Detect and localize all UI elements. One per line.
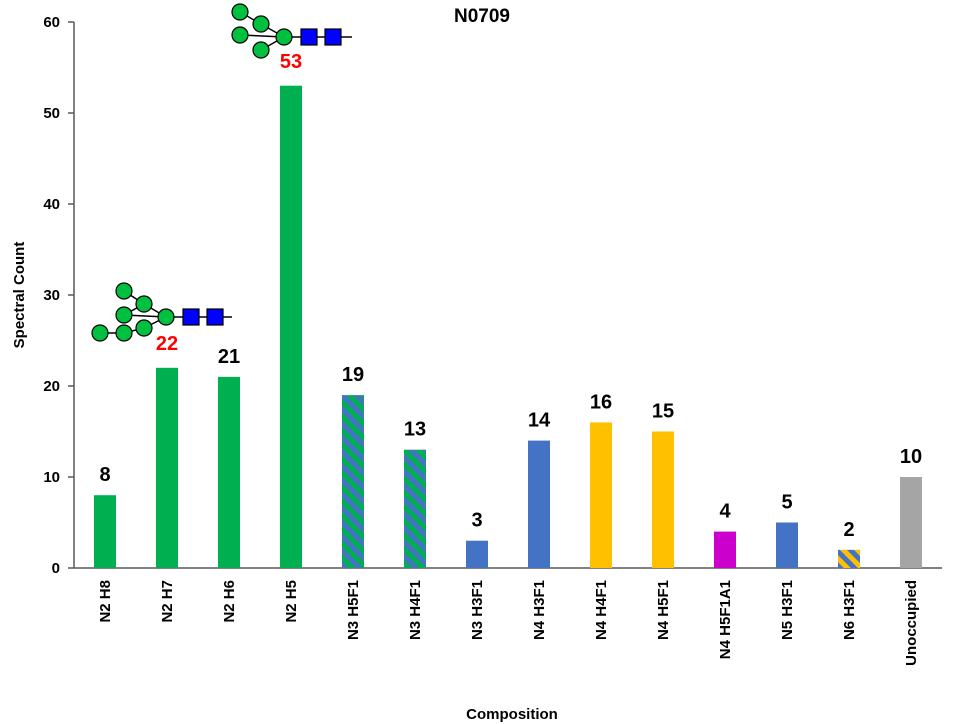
category-label: N4 H5F1A1 bbox=[717, 580, 734, 659]
category-label: N2 H6 bbox=[221, 580, 238, 623]
bar bbox=[404, 449, 426, 568]
data-label: 3 bbox=[471, 510, 482, 532]
y-tick-label: 50 bbox=[43, 105, 60, 122]
bar bbox=[466, 540, 488, 568]
y-tick-label: 10 bbox=[43, 469, 60, 486]
category-label: N4 H3F1 bbox=[531, 580, 548, 640]
data-label: 14 bbox=[528, 410, 551, 432]
y-tick-label: 30 bbox=[43, 287, 60, 304]
y-tick-label: 20 bbox=[43, 378, 60, 395]
data-label: 22 bbox=[156, 333, 178, 355]
category-labels: N2 H8 N2 H7 N2 H6 N2 H5 N3 H5F1 N3 H4F1 N3 H3F… bbox=[97, 580, 920, 666]
data-labels: 8 22 21 53 19 13 3 14 16 15 4 5 2 10 bbox=[99, 51, 922, 541]
category-label: N3 H5F1 bbox=[345, 580, 362, 640]
glycan-icon bbox=[231, 3, 352, 59]
x-axis-label: Composition bbox=[466, 706, 558, 723]
category-label: N2 H8 bbox=[97, 580, 114, 623]
data-label: 4 bbox=[719, 501, 731, 523]
bar bbox=[776, 522, 798, 568]
bars bbox=[94, 85, 922, 568]
bar bbox=[900, 477, 922, 568]
bar bbox=[156, 367, 178, 568]
data-label: 10 bbox=[900, 446, 922, 468]
category-label: N6 H3F1 bbox=[841, 580, 858, 640]
bar bbox=[590, 422, 612, 568]
bar bbox=[528, 440, 550, 568]
bar bbox=[838, 549, 860, 568]
bar bbox=[218, 376, 240, 568]
glycan-icon bbox=[91, 282, 232, 342]
bar bbox=[94, 495, 116, 568]
category-label: N5 H3F1 bbox=[779, 580, 796, 640]
data-label: 16 bbox=[590, 391, 612, 413]
data-label: 8 bbox=[99, 464, 110, 486]
y-tick-label: 0 bbox=[52, 560, 60, 577]
data-label: 21 bbox=[218, 346, 240, 368]
data-label: 19 bbox=[342, 364, 364, 386]
data-label: 53 bbox=[280, 51, 302, 73]
bar bbox=[652, 431, 674, 568]
data-label: 15 bbox=[652, 401, 674, 423]
y-tick-label: 60 bbox=[43, 14, 60, 31]
category-label: Unoccupied bbox=[903, 580, 920, 666]
bar bbox=[342, 395, 364, 568]
chart-title: N0709 bbox=[454, 6, 510, 27]
data-label: 2 bbox=[843, 519, 854, 541]
data-label: 5 bbox=[781, 492, 792, 514]
y-axis: 0 10 20 30 40 50 60 bbox=[43, 14, 75, 577]
category-label: N2 H5 bbox=[283, 580, 300, 623]
category-label: N3 H4F1 bbox=[407, 580, 424, 640]
category-label: N4 H5F1 bbox=[655, 580, 672, 640]
data-label: 13 bbox=[404, 419, 426, 441]
category-label: N3 H3F1 bbox=[469, 580, 486, 640]
y-tick-label: 40 bbox=[43, 196, 60, 213]
bar bbox=[714, 531, 736, 568]
bar bbox=[280, 85, 302, 568]
category-label: N4 H4F1 bbox=[593, 580, 610, 640]
y-axis-label: Spectral Count bbox=[11, 242, 28, 349]
category-label: N2 H7 bbox=[159, 580, 176, 623]
